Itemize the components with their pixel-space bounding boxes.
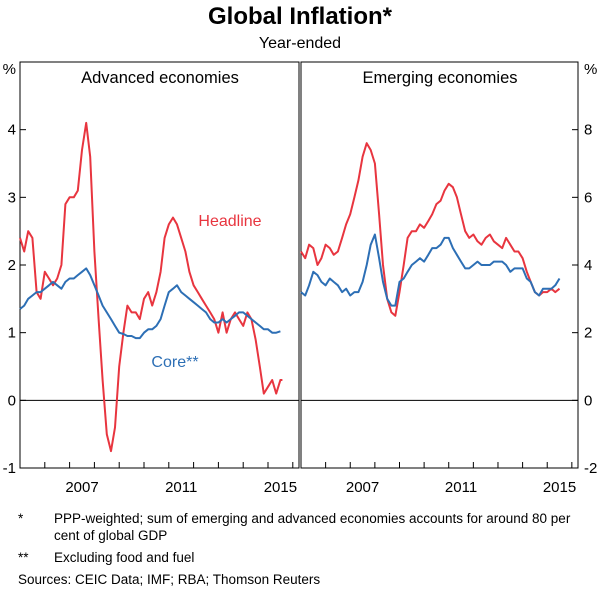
left-core-label: Core**	[151, 354, 198, 371]
left-xtick-label: 2007	[65, 479, 98, 496]
left-headline-label: Headline	[198, 213, 261, 230]
footnote-2: ** Excluding food and fuel	[18, 549, 588, 566]
left-panel: -1 0 1 2 3 4% 2007 2011 2015 Advanced economies He…	[3, 61, 300, 496]
left-unit-label: %	[3, 61, 16, 78]
footnote-1-mark: *	[18, 511, 24, 526]
chart-subtitle: Year-ended	[259, 35, 341, 52]
left-panel-title: Advanced economies	[81, 69, 239, 87]
right-ytick-label: -2	[584, 460, 597, 477]
footnote-1: * PPP-weighted; sum of emerging and adva…	[18, 510, 588, 544]
left-ytick-label: 1	[8, 325, 16, 342]
left-xtick-label: 2011	[165, 479, 197, 496]
right-frame	[300, 61, 579, 469]
left-headline-line	[19, 121, 283, 453]
chart-panels: -1 0 1 2 3 4% 2007 2011 2015 Advanced economies He…	[3, 61, 598, 496]
left-ytick-label: -1	[3, 460, 16, 477]
left-ytick-label: 3	[8, 189, 16, 206]
right-xtick-label: 2007	[346, 479, 379, 496]
right-panel: -2 0 2 4 6 8% 2007 2011 2015 Emerging economies	[300, 61, 597, 496]
left-ytick-label: 4	[8, 122, 16, 139]
footnote-2-mark: **	[18, 550, 29, 565]
right-ytick-label: 6	[584, 189, 592, 206]
left-ytick-label: 0	[8, 392, 16, 409]
left-core-line	[19, 267, 281, 340]
right-panel-title: Emerging economies	[363, 69, 518, 87]
right-ytick-label: 0	[584, 392, 592, 409]
right-core-line	[300, 233, 561, 307]
right-xtick-label: 2015	[543, 479, 576, 496]
right-ytick-label: 2	[584, 325, 592, 342]
left-ytick-label: 2	[8, 257, 16, 274]
right-ytick-label: 8	[584, 122, 592, 139]
global-inflation-chart: Global Inflation* Year-ended -1 0 1 2 3 4% 200…	[3, 3, 598, 496]
footnote-1-text: PPP-weighted; sum of emerging and advanc…	[54, 511, 571, 543]
footnote-2-text: Excluding food and fuel	[54, 550, 195, 565]
right-unit-label: %	[584, 61, 597, 78]
sources: Sources: CEIC Data; IMF; RBA; Thomson Re…	[18, 572, 321, 587]
footnotes: * PPP-weighted; sum of emerging and adva…	[18, 510, 588, 588]
left-xtick-label: 2015	[264, 479, 297, 496]
right-headline-line	[300, 142, 561, 317]
right-ytick-label: 4	[584, 257, 592, 274]
chart-title: Global Inflation*	[208, 3, 393, 30]
right-xtick-label: 2011	[445, 479, 477, 496]
